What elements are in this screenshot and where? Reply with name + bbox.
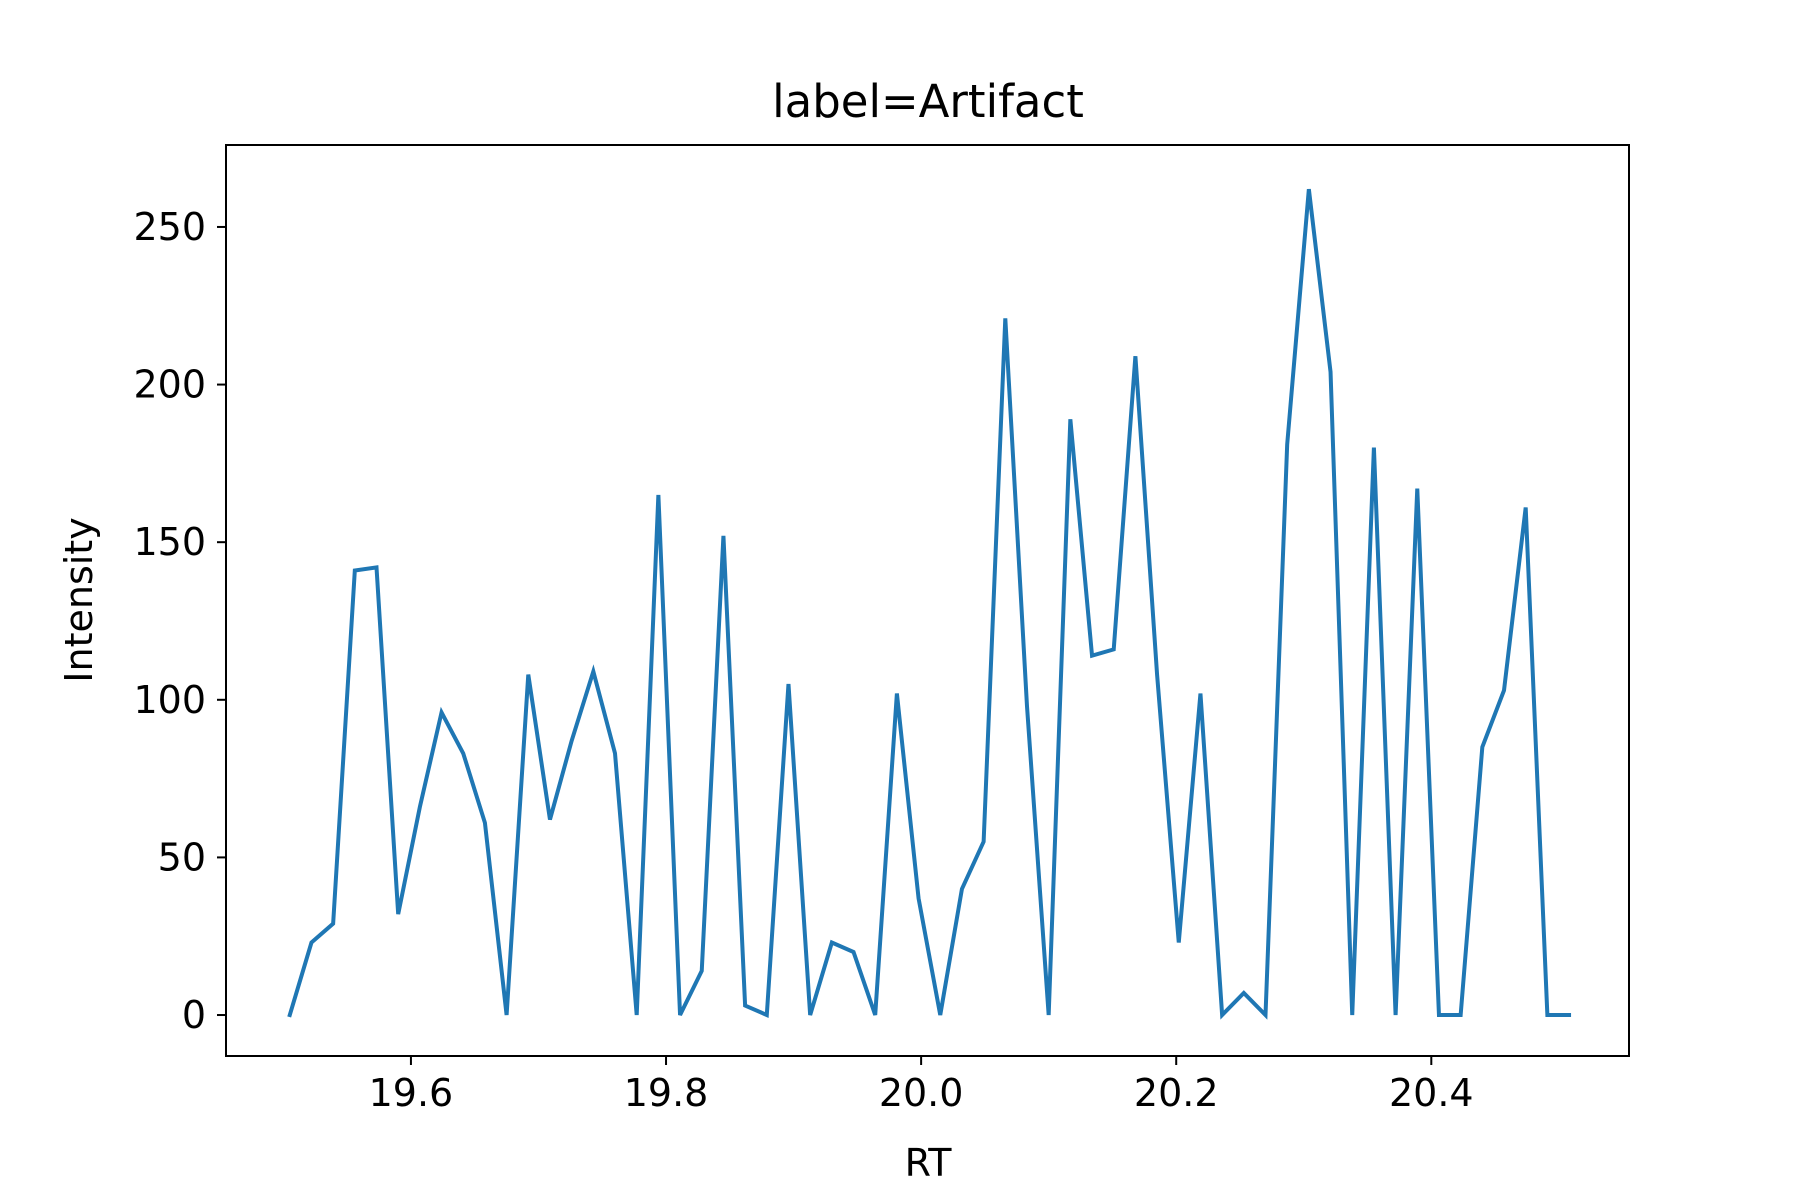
- series-line: [287, 188, 1572, 1020]
- y-tick-label: 100: [133, 678, 206, 722]
- y-tick-label: 150: [133, 520, 206, 564]
- x-tick-label: 19.6: [369, 1071, 454, 1115]
- y-tick-label: 0: [182, 993, 206, 1037]
- x-axis-label: RT: [905, 1141, 953, 1185]
- plot-area: [287, 188, 1572, 1020]
- y-axis-ticks: 0 50 100 150 200 250: [133, 205, 226, 1037]
- x-tick-label: 20.0: [879, 1071, 964, 1115]
- x-tick-label: 19.8: [624, 1071, 709, 1115]
- y-tick-label: 200: [133, 363, 206, 407]
- x-tick-label: 20.4: [1389, 1071, 1474, 1115]
- x-tick-label: 20.2: [1134, 1071, 1219, 1115]
- x-axis-ticks: 19.6 19.8 20.0 20.2 20.4: [369, 1056, 1474, 1115]
- y-tick-label: 250: [133, 205, 206, 249]
- y-tick-label: 50: [158, 835, 206, 879]
- axes-frame: [225, 144, 1630, 1057]
- y-axis-label: Intensity: [57, 517, 101, 682]
- chart-title: label=Artifact: [772, 75, 1084, 128]
